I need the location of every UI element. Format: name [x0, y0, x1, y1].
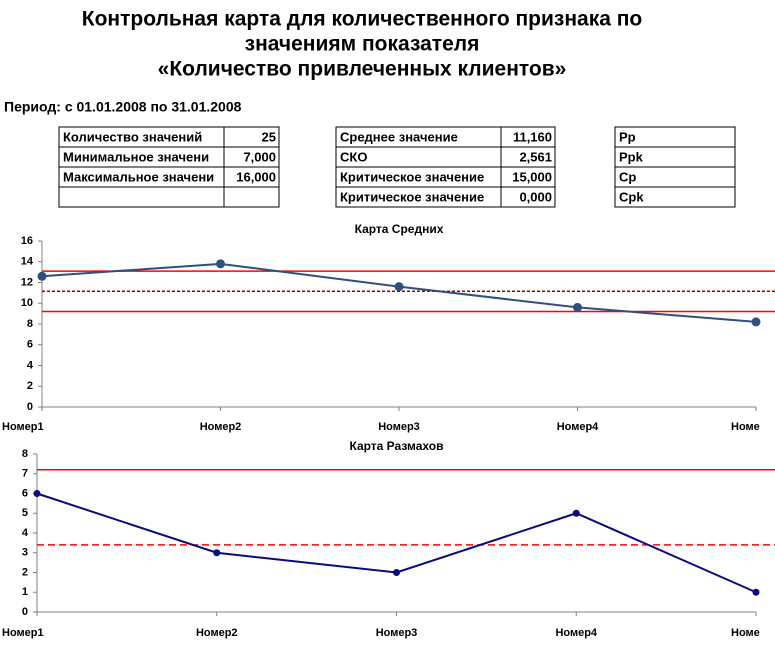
x-tick-label: Номе — [731, 627, 760, 639]
title-line: «Количество привлеченных клиентов» — [158, 58, 567, 81]
y-tick-label: 7 — [22, 468, 28, 480]
cell-value: 2,561 — [519, 149, 552, 164]
y-tick-label: 6 — [22, 487, 28, 499]
y-tick-label: 0 — [27, 401, 33, 413]
y-tick-label: 4 — [27, 359, 34, 371]
cell-text: Среднее значение — [340, 129, 458, 144]
table-cell — [335, 186, 556, 208]
table-cell — [58, 186, 280, 208]
x-tick-label: Номер4 — [555, 627, 597, 639]
cell-text: Критическое значение — [340, 169, 484, 184]
data-point — [394, 282, 404, 292]
cell-value: 11,160 — [513, 129, 552, 144]
x-tick-label: Номе — [731, 421, 760, 433]
cell-value: 0,000 — [519, 189, 552, 204]
y-tick-label: 6 — [27, 339, 33, 351]
x-tick-label: Номер3 — [376, 627, 418, 639]
y-tick-label: 8 — [22, 448, 28, 460]
x-tick-label: Номер2 — [196, 627, 238, 639]
series-line — [36, 492, 757, 594]
cell-text: Ppk — [619, 149, 644, 164]
cell-text: Cpk — [619, 189, 644, 204]
data-point — [37, 271, 47, 281]
cell-value: 7,000 — [243, 149, 276, 164]
chart-title: Карта Средних — [355, 222, 444, 236]
y-tick-label: 0 — [22, 606, 28, 618]
x-tick-label: Номер3 — [378, 421, 420, 433]
data-point — [751, 317, 761, 327]
data-point — [393, 569, 400, 576]
cell-value: 15,000 — [512, 169, 552, 184]
cell-text: Минимальное значени — [63, 149, 209, 164]
y-tick-label: 12 — [21, 276, 33, 288]
table-cell — [614, 186, 736, 208]
y-tick-label: 5 — [22, 507, 28, 519]
cell-value: 16,000 — [236, 169, 276, 184]
period: Период: с 01.01.2008 по 31.01.2008 — [4, 99, 242, 115]
data-point — [572, 509, 580, 517]
y-tick-label: 1 — [22, 586, 28, 598]
y-tick-label: 8 — [27, 318, 33, 330]
y-tick-label: 14 — [21, 256, 34, 268]
series-line — [41, 262, 757, 323]
title-line: Контрольная карта для количественного пр… — [82, 8, 643, 31]
cell-text: Количество значений — [63, 129, 202, 144]
data-point — [752, 588, 760, 596]
x-tick-label: Номер4 — [557, 421, 599, 433]
y-tick-label: 2 — [22, 566, 28, 578]
y-tick-label: 4 — [22, 527, 29, 539]
cell-value: 25 — [262, 129, 276, 144]
data-point — [573, 302, 582, 312]
cell-text: Критическое значение — [340, 189, 484, 204]
data-point — [213, 549, 221, 557]
x-tick-label: Номер1 — [2, 627, 44, 639]
title-line: значениям показателя — [245, 33, 480, 56]
data-point — [216, 259, 225, 269]
cell-text: Cp — [619, 169, 636, 184]
cell-text: Максимальное значени — [63, 169, 214, 184]
y-tick-label: 16 — [21, 235, 33, 247]
y-tick-label: 3 — [22, 547, 28, 559]
y-tick-label: 2 — [27, 380, 33, 392]
y-tick-label: 10 — [21, 297, 33, 309]
cell-text: СКО — [340, 149, 367, 164]
x-tick-label: Номер1 — [2, 421, 44, 433]
chart-title: Карта Размахов — [349, 439, 443, 453]
cell-text: Pp — [619, 129, 636, 144]
x-tick-label: Номер2 — [200, 421, 242, 433]
data-point — [33, 490, 41, 497]
